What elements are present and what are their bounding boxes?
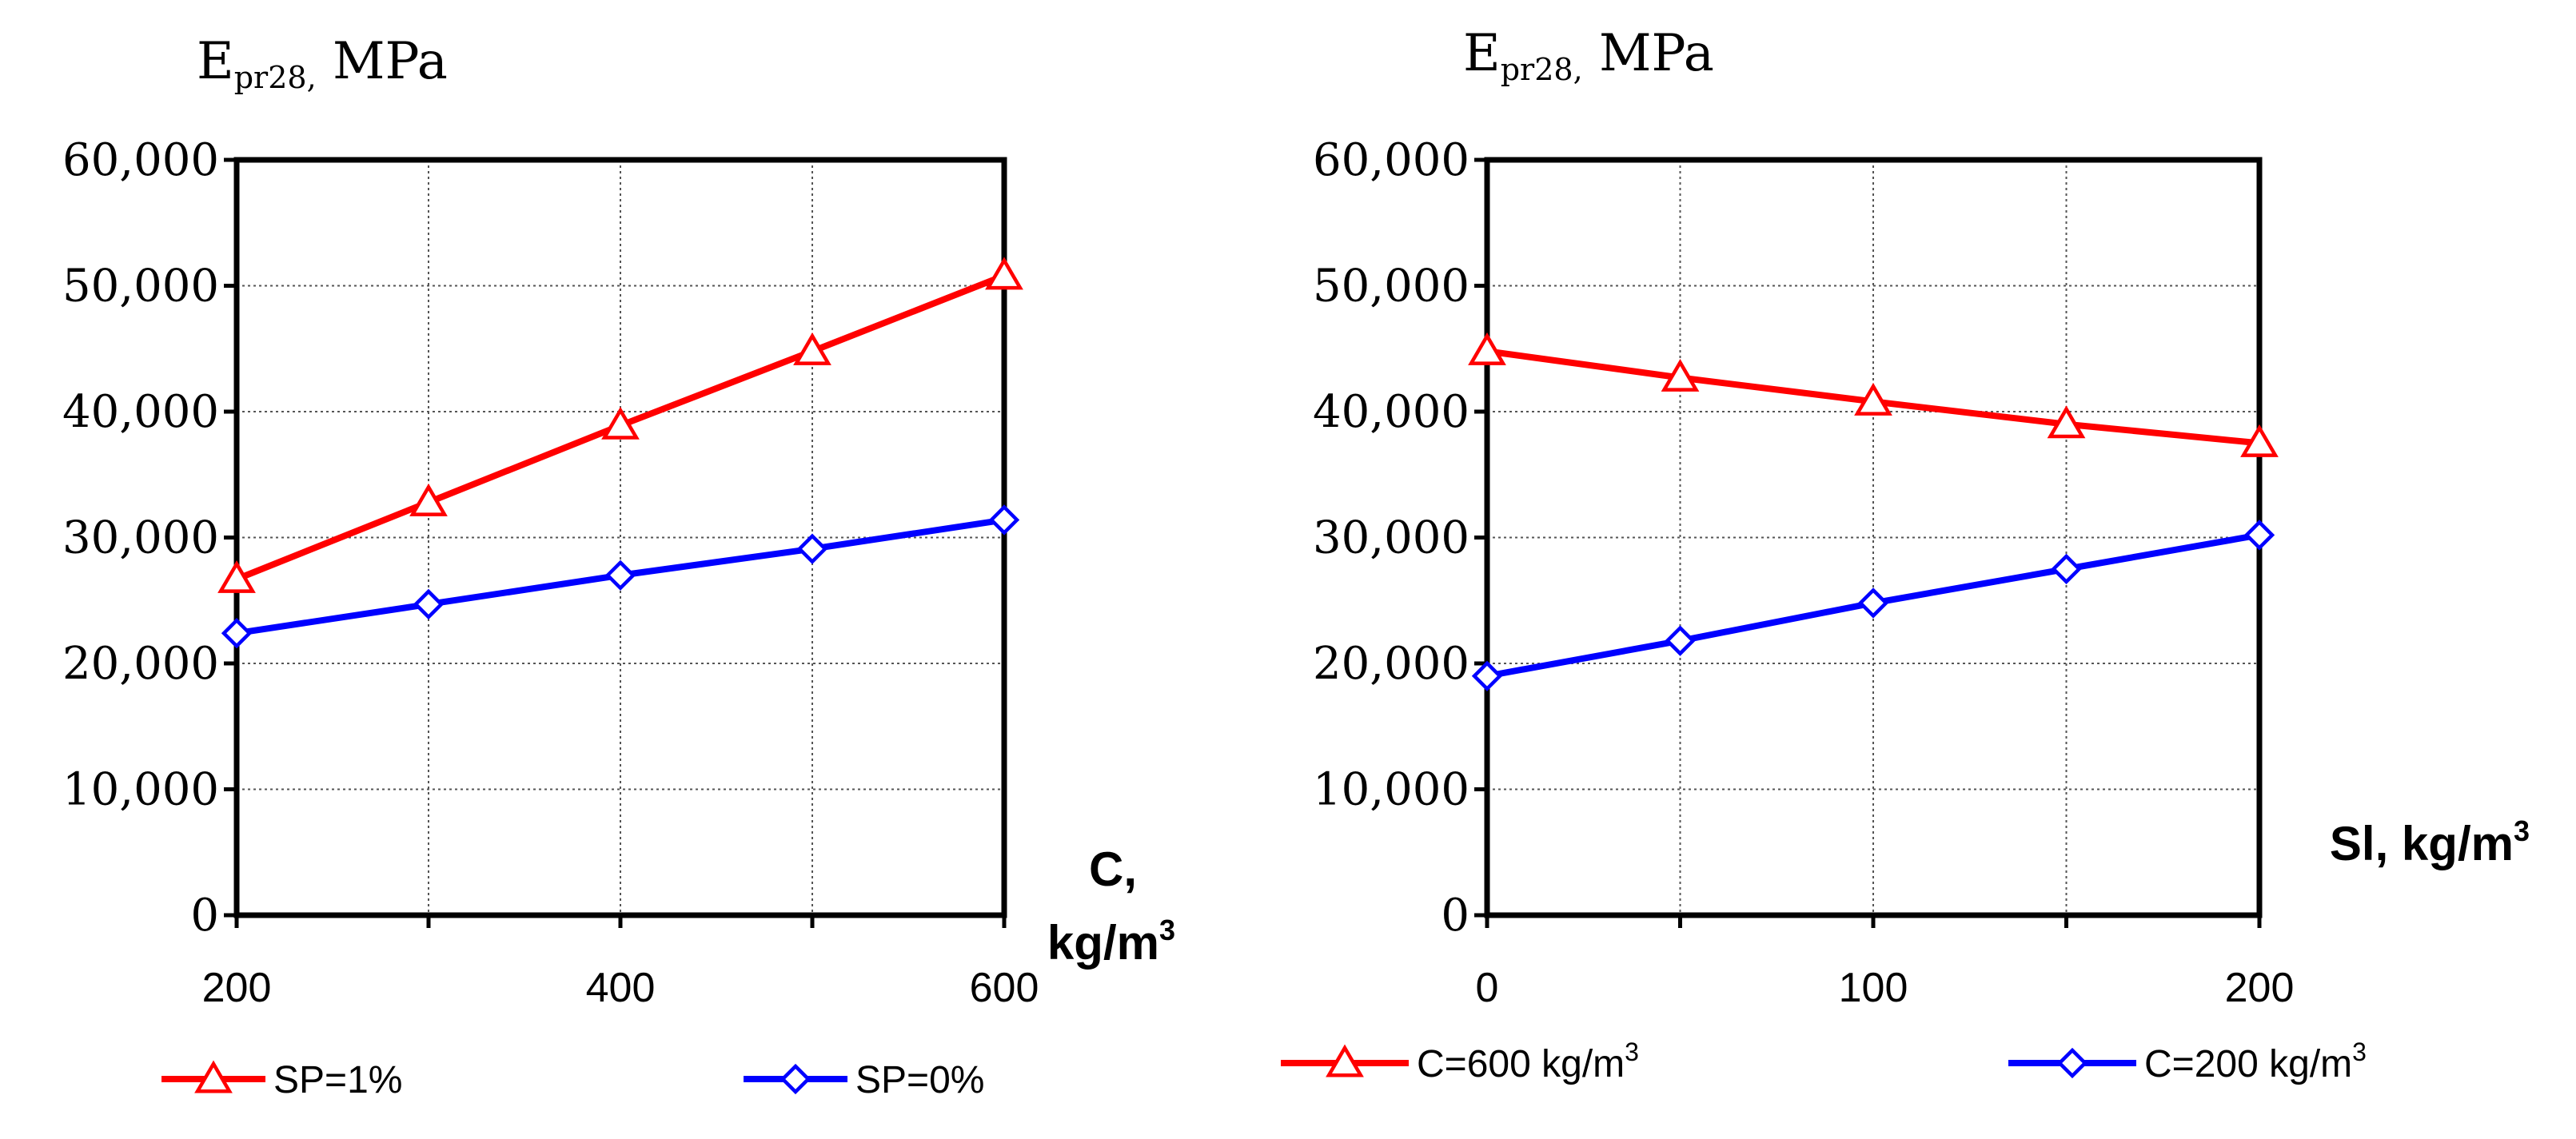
data-point xyxy=(601,406,640,440)
series-2 xyxy=(1471,520,2275,691)
legend-item: SP=1% xyxy=(161,1059,402,1101)
data-point xyxy=(2243,520,2275,551)
data-point xyxy=(217,560,256,593)
data-point xyxy=(793,332,831,365)
legend-item: SP=0% xyxy=(744,1059,984,1101)
y-tick-label: 20,000 xyxy=(62,638,219,690)
x-axis-title-line2: kg/m3 xyxy=(1047,914,1175,970)
y-axis-title: Epr28, MPa xyxy=(197,32,448,95)
data-point xyxy=(1468,332,1506,365)
y-tick-label: 60,000 xyxy=(62,134,219,186)
x-tick-label: 100 xyxy=(1839,965,1908,1011)
data-point xyxy=(2240,424,2279,457)
data-point xyxy=(413,588,445,620)
legend-label: C=600 kg/m3 xyxy=(1417,1037,1639,1085)
legend-item: C=200 kg/m3 xyxy=(2008,1037,2367,1085)
legend-marker xyxy=(194,1060,233,1093)
data-point xyxy=(1471,660,1503,691)
data-point xyxy=(1857,587,1889,619)
legend-marker xyxy=(2056,1047,2088,1079)
data-point xyxy=(604,560,636,591)
y-tick-label: 40,000 xyxy=(62,386,219,438)
legend-marker xyxy=(780,1063,811,1095)
x-tick-label: 400 xyxy=(586,965,656,1011)
y-tick-label: 0 xyxy=(190,890,219,942)
x-axis-title: Sl, kg/m3 xyxy=(2330,814,2530,870)
legend-label: SP=1% xyxy=(273,1059,402,1101)
x-tick-label: 600 xyxy=(970,965,1039,1011)
x-tick-label: 200 xyxy=(2225,965,2295,1011)
series-1 xyxy=(217,257,1023,593)
y-tick-label: 20,000 xyxy=(1313,638,1469,690)
data-point xyxy=(409,483,448,516)
series-1 xyxy=(1468,332,2279,457)
data-point xyxy=(1854,382,1892,416)
legend-label: SP=0% xyxy=(855,1059,984,1101)
y-tick-label: 10,000 xyxy=(62,764,219,816)
data-point xyxy=(985,257,1023,290)
y-tick-label: 30,000 xyxy=(62,512,219,564)
series-2 xyxy=(221,504,1020,649)
x-axis-title-line1: C, xyxy=(1089,842,1137,896)
data-point xyxy=(1665,625,1696,656)
chart-1: 0 10,000 20,000 30,000 40,000 50,000 60,000 200… xyxy=(62,32,1175,1101)
data-point xyxy=(2051,553,2082,585)
y-tick-label: 50,000 xyxy=(1313,261,1469,313)
legend-label: C=200 kg/m3 xyxy=(2144,1037,2367,1085)
y-tick-label: 10,000 xyxy=(1313,764,1469,816)
y-tick-label: 0 xyxy=(1441,890,1469,942)
y-tick-label: 40,000 xyxy=(1313,386,1469,438)
x-tick-label: 0 xyxy=(1476,965,1499,1011)
data-point xyxy=(988,504,1020,536)
y-axis-title: Epr28, MPa xyxy=(1463,24,1714,87)
data-point xyxy=(2047,405,2086,439)
y-tick-label: 50,000 xyxy=(62,261,219,313)
legend-marker xyxy=(1326,1044,1364,1077)
data-point xyxy=(796,533,828,564)
data-point xyxy=(221,618,253,649)
x-tick-label: 200 xyxy=(202,965,272,1011)
y-tick-label: 30,000 xyxy=(1313,512,1469,564)
data-point xyxy=(1661,359,1700,392)
legend-item: C=600 kg/m3 xyxy=(1281,1037,1639,1085)
chart-2: 0 10,000 20,000 30,000 40,000 50,000 60,000 0 10… xyxy=(1281,24,2530,1085)
y-tick-label: 60,000 xyxy=(1313,134,1469,186)
